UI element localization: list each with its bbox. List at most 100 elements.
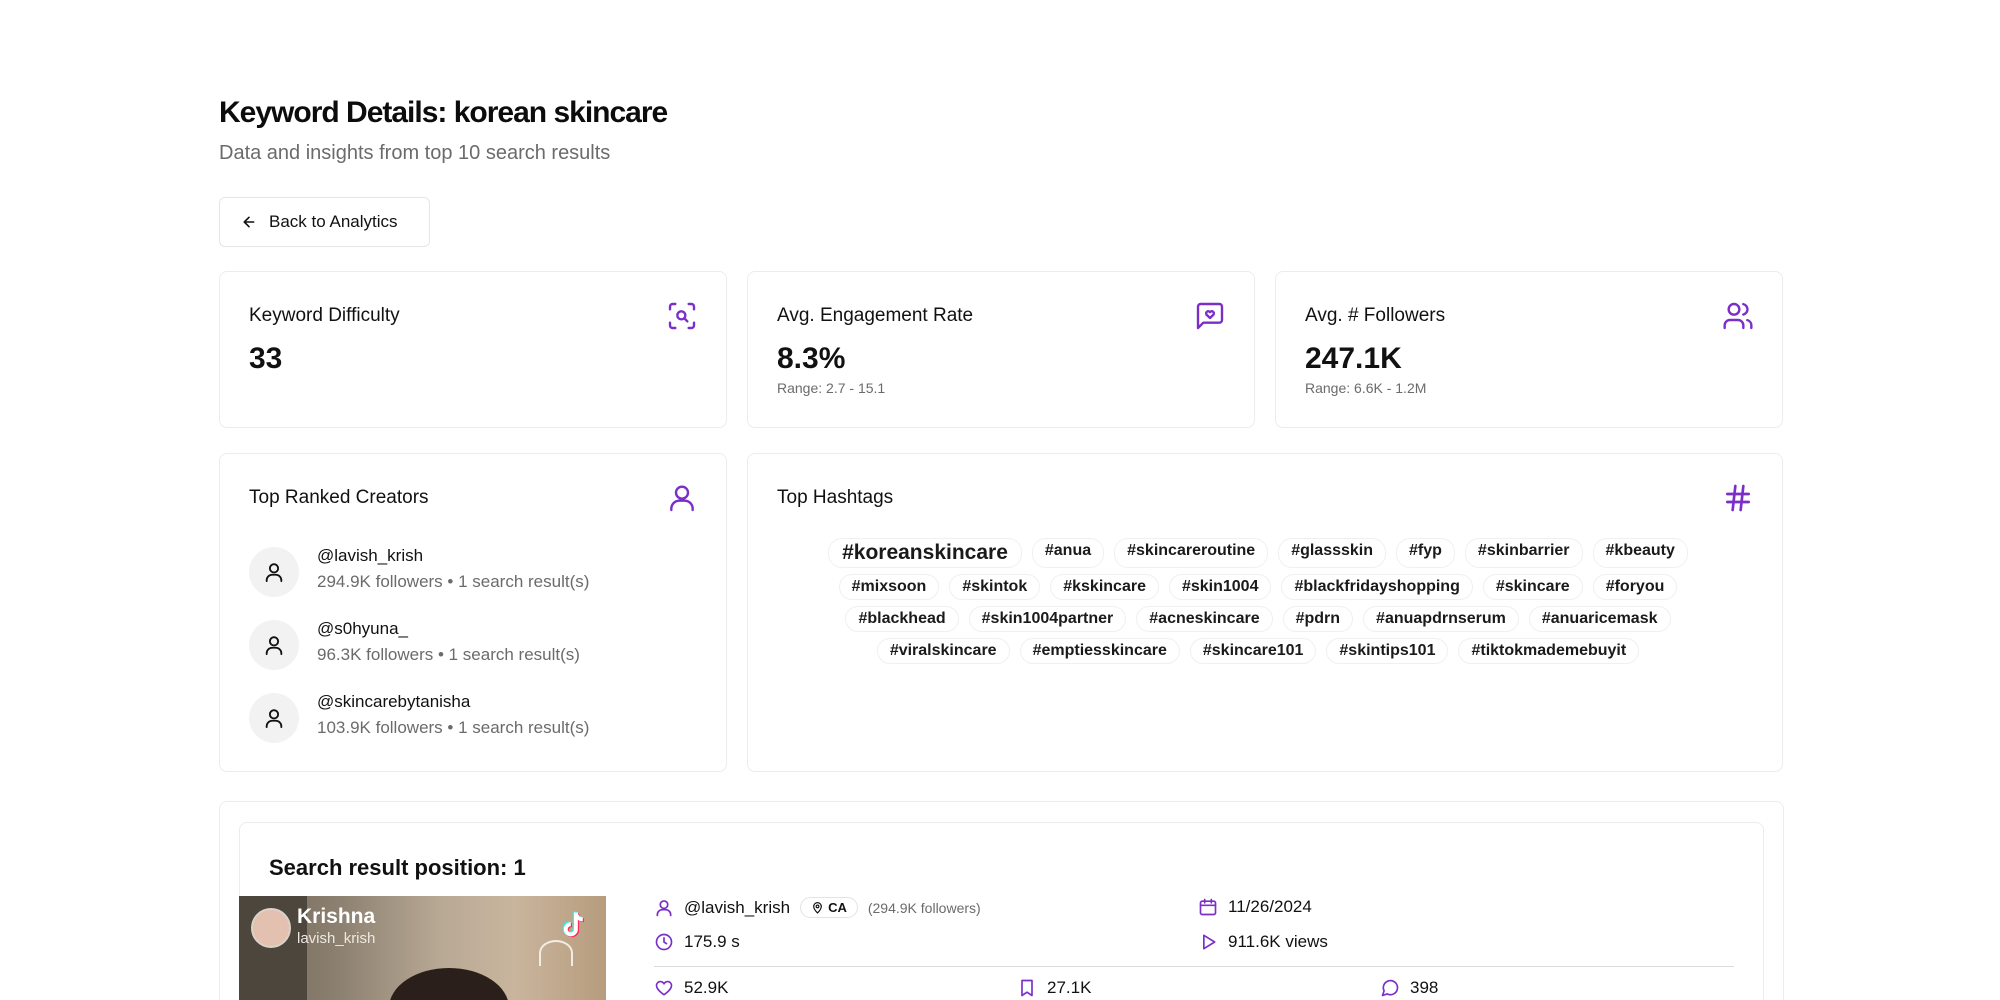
- duration-value: 175.9 s: [684, 932, 740, 951]
- hashtag-chip[interactable]: #pdrn: [1282, 606, 1354, 632]
- result-views: 911.6K views: [1198, 932, 1328, 952]
- hashtag-chip[interactable]: #anuaricemask: [1528, 606, 1671, 632]
- hashtag-chip[interactable]: #emptiesskincare: [1019, 638, 1180, 664]
- creator-handle: @lavish_krish: [317, 546, 424, 565]
- result-creator: @lavish_krish CA (294.9K followers): [654, 897, 981, 918]
- hashtag-chip[interactable]: #glassskin: [1278, 538, 1387, 568]
- thumbnail-lamp: [539, 940, 573, 966]
- result-handle[interactable]: @lavish_krish: [684, 897, 791, 917]
- map-pin-icon: [811, 901, 824, 914]
- views-value: 911.6K views: [1228, 932, 1328, 951]
- thumbnail-handle: lavish_krish: [297, 930, 376, 947]
- divider: [654, 966, 1734, 967]
- avg-followers-card: Avg. # Followers 247.1K Range: 6.6K - 1.…: [1275, 271, 1783, 428]
- hashtag-chip[interactable]: #skinbarrier: [1464, 538, 1583, 568]
- country-badge: CA: [800, 897, 858, 918]
- hashtag-chip[interactable]: #skintok: [949, 574, 1041, 600]
- creator-item[interactable]: @skincarebytanisha 103.9K followers • 1 …: [249, 692, 669, 746]
- tiktok-logo-icon: [554, 908, 590, 944]
- result-likes: 52.9K: [654, 978, 728, 998]
- hashtag-chip[interactable]: #skincare101: [1189, 638, 1317, 664]
- card-value: 33: [249, 342, 283, 375]
- creator-meta: 294.9K followers • 1 search result(s): [317, 572, 590, 591]
- hashtag-chip[interactable]: #anua: [1031, 538, 1105, 568]
- users-icon: [1722, 300, 1754, 332]
- hashtag-chip[interactable]: #skintips101: [1326, 638, 1449, 664]
- thumbnail-avatar: [251, 908, 291, 948]
- hashtag-chip[interactable]: #skincareroutine: [1114, 538, 1269, 568]
- play-icon: [1198, 932, 1218, 952]
- comment-icon: [1380, 978, 1400, 998]
- avatar: [249, 547, 299, 597]
- card-value: 8.3%: [777, 342, 846, 375]
- date-value: 11/26/2024: [1228, 897, 1312, 916]
- hashtag-row: #mixsoon #skintok #kskincare #skin1004 #blac…: [838, 574, 1678, 600]
- page-subtitle: Data and insights from top 10 search res…: [219, 142, 611, 164]
- search-results-panel: [219, 801, 1784, 1000]
- saves-value: 27.1K: [1047, 978, 1092, 997]
- hashtag-chip[interactable]: #blackhead: [845, 606, 959, 632]
- arrow-left-icon: [241, 214, 257, 230]
- avatar: [249, 693, 299, 743]
- hashtag-chip[interactable]: #kbeauty: [1592, 538, 1688, 568]
- creator-item[interactable]: @lavish_krish 294.9K followers • 1 searc…: [249, 546, 669, 600]
- likes-value: 52.9K: [684, 978, 729, 997]
- hashtag-row: #koreanskincare #anua #skincareroutine #gla…: [828, 538, 1688, 568]
- keyword-difficulty-card: Keyword Difficulty 33: [219, 271, 727, 428]
- card-value: 247.1K: [1305, 342, 1402, 375]
- top-creators-card: Top Ranked Creators @lavish_krish 294.9K…: [219, 453, 727, 772]
- card-title: Top Ranked Creators: [249, 487, 429, 508]
- creator-handle: @skincarebytanisha: [317, 692, 471, 711]
- calendar-icon: [1198, 897, 1218, 917]
- comments-value: 398: [1410, 978, 1439, 997]
- hashtag-chip[interactable]: #acneskincare: [1136, 606, 1273, 632]
- result-date: 11/26/2024: [1198, 897, 1312, 917]
- result-duration: 175.9 s: [654, 932, 740, 952]
- user-icon: [666, 482, 698, 514]
- hashtag-chip[interactable]: #koreanskincare: [828, 538, 1022, 568]
- hashtag-chip[interactable]: #mixsoon: [838, 574, 940, 600]
- bookmark-icon: [1017, 978, 1037, 998]
- result-position-title: Search result position: 1: [269, 855, 526, 880]
- creator-meta: 103.9K followers • 1 search result(s): [317, 718, 590, 737]
- creator-handle: @s0hyuna_: [317, 619, 408, 638]
- hashtag-chip[interactable]: #anuapdrnserum: [1363, 606, 1519, 632]
- thumbnail-name: Krishna: [297, 905, 376, 928]
- top-hashtags-card: Top Hashtags #koreanskincare #anua #skinca…: [747, 453, 1783, 772]
- user-icon: [654, 898, 674, 918]
- card-title: Avg. # Followers: [1305, 305, 1446, 326]
- hashtag-row: #viralskincare #emptiesskincare #skincare1…: [876, 638, 1640, 664]
- card-title: Keyword Difficulty: [249, 305, 400, 326]
- hashtag-chip[interactable]: #fyp: [1396, 538, 1455, 568]
- result-comments: 398: [1380, 978, 1438, 998]
- result-saves: 27.1K: [1017, 978, 1091, 998]
- hashtag-chip[interactable]: #tiktokmademebuyit: [1458, 638, 1640, 664]
- thumbnail-subject: [389, 968, 509, 1000]
- card-title: Top Hashtags: [777, 487, 894, 508]
- creator-item[interactable]: @s0hyuna_ 96.3K followers • 1 search res…: [249, 619, 669, 673]
- back-button-label: Back to Analytics: [269, 212, 398, 231]
- country-code: CA: [828, 900, 847, 915]
- message-heart-icon: [1194, 300, 1226, 332]
- hashtag-chip[interactable]: #viralskincare: [876, 638, 1010, 664]
- hashtag-chip[interactable]: #skin1004partner: [968, 606, 1127, 632]
- video-thumbnail[interactable]: Krishna lavish_krish: [239, 896, 606, 1000]
- search-scan-icon: [666, 300, 698, 332]
- hash-icon: [1722, 482, 1754, 514]
- hashtag-chip[interactable]: #blackfridayshopping: [1281, 574, 1473, 600]
- hashtag-chip[interactable]: #skincare: [1482, 574, 1583, 600]
- engagement-rate-card: Avg. Engagement Rate 8.3% Range: 2.7 - 1…: [747, 271, 1255, 428]
- clock-icon: [654, 932, 674, 952]
- result-followers: (294.9K followers): [867, 899, 981, 916]
- card-range: Range: 6.6K - 1.2M: [1305, 380, 1427, 396]
- card-range: Range: 2.7 - 15.1: [777, 380, 886, 396]
- hashtag-row: #blackhead #skin1004partner #acneskincare #…: [845, 606, 1671, 632]
- hashtag-chip[interactable]: #kskincare: [1050, 574, 1159, 600]
- card-title: Avg. Engagement Rate: [777, 305, 974, 326]
- creator-meta: 96.3K followers • 1 search result(s): [317, 645, 580, 664]
- hashtag-cloud: #koreanskincare #anua #skincareroutine #gla…: [788, 538, 1728, 664]
- heart-icon: [654, 978, 674, 998]
- hashtag-chip[interactable]: #foryou: [1592, 574, 1678, 600]
- back-to-analytics-button[interactable]: Back to Analytics: [219, 197, 430, 247]
- hashtag-chip[interactable]: #skin1004: [1168, 574, 1272, 600]
